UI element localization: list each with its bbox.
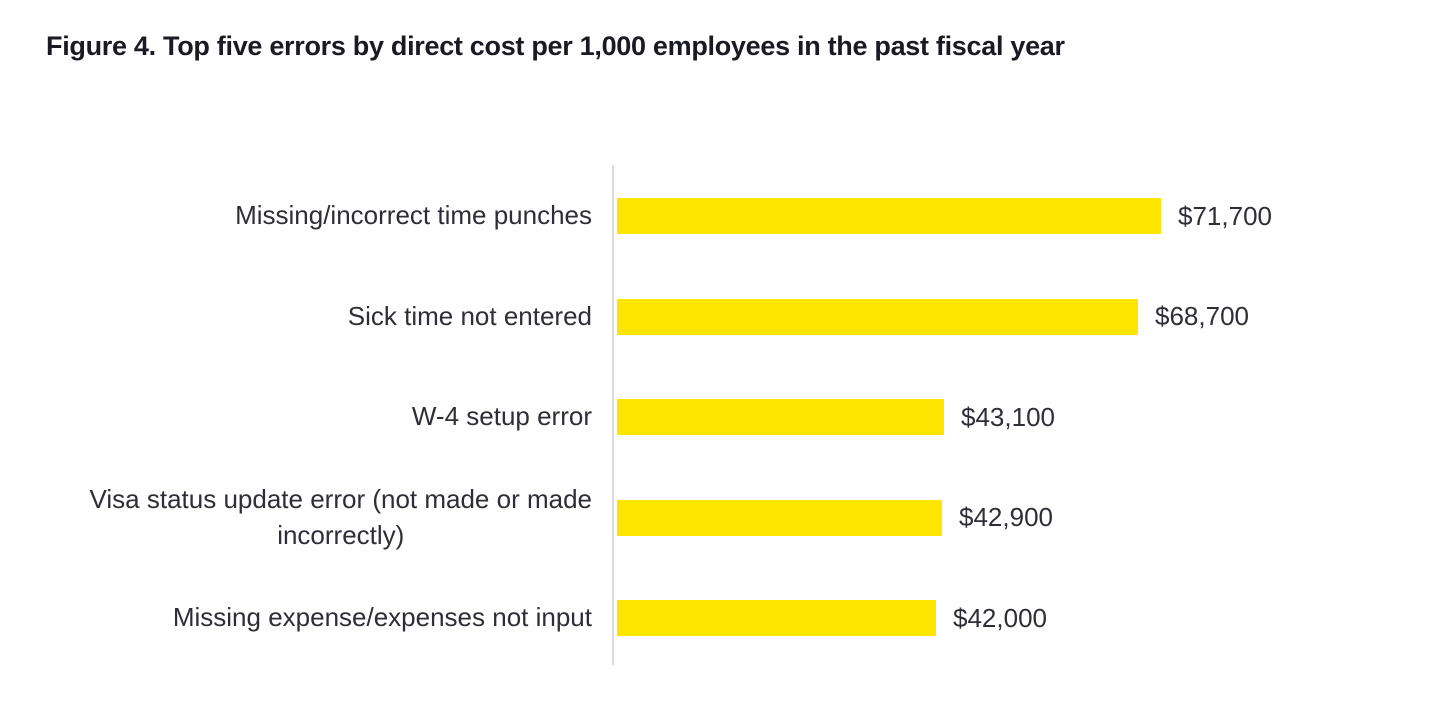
bar-chart: Missing/incorrect time punches $71,700 S… [0,165,1440,669]
category-label: Visa status update error (not made or ma… [89,483,592,550]
chart-row: W-4 setup error $43,100 [0,367,1440,468]
value-label: $42,900 [959,502,1053,533]
value-label: $71,700 [1178,200,1272,231]
bar [617,298,1138,335]
chart-row: Visa status update error (not made or ma… [0,468,1440,569]
bar [617,399,944,436]
figure-title: Figure 4. Top five errors by direct cost… [46,31,1065,61]
category-label: Sick time not entered [347,300,592,331]
chart-row: Missing/incorrect time punches $71,700 [0,166,1440,267]
category-label: Missing expense/expenses not input [172,602,592,633]
y-axis-line [612,165,614,665]
bar [617,499,942,536]
category-label: W-4 setup error [411,401,592,432]
value-label: $43,100 [961,401,1055,432]
value-label: $68,700 [1155,301,1249,332]
chart-row: Sick time not entered $68,700 [0,267,1440,368]
bar [617,198,1161,235]
value-label: $42,000 [953,602,1047,633]
category-label: Missing/incorrect time punches [235,200,592,231]
chart-row: Missing expense/expenses not input $42,0… [0,568,1440,669]
bar [617,600,936,637]
